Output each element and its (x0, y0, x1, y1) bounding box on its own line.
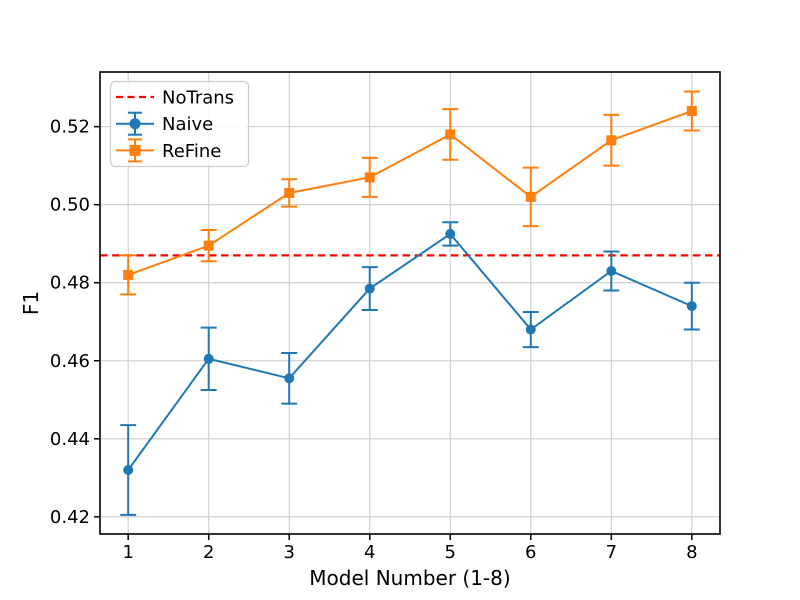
x-tick-label: 5 (445, 542, 456, 563)
x-tick-label: 4 (364, 542, 375, 563)
refine-series (120, 90, 700, 296)
legend-label: NoTrans (162, 88, 234, 109)
y-tick-label: 0.42 (50, 507, 90, 528)
legend-item-notrans: NoTrans (116, 88, 234, 109)
x-axis-label: Model Number (1-8) (309, 566, 510, 590)
legend-box (109, 80, 250, 168)
x-tick-label: 6 (525, 542, 536, 563)
refine-point (284, 187, 295, 198)
refine-point (123, 269, 134, 280)
legend-label: ReFine (162, 141, 221, 162)
grid-layer (100, 72, 720, 534)
y-axis-label: F1 (19, 291, 43, 315)
naive-point (203, 353, 214, 364)
naive-point (123, 465, 134, 476)
x-tick-label: 8 (686, 542, 697, 563)
legend-marker-circle (129, 118, 141, 130)
refine-point (525, 191, 536, 202)
legend-marker-square (129, 144, 141, 156)
y-tick-label: 0.48 (50, 273, 90, 294)
naive-point (364, 283, 375, 294)
refine-line (127, 110, 693, 276)
refine-point (445, 129, 456, 140)
legend-label: Naive (162, 114, 213, 135)
legend-item-naive: Naive (116, 111, 213, 136)
refine-point (203, 240, 214, 251)
refine-point (606, 135, 617, 146)
naive-point (445, 228, 456, 239)
x-tick-label: 1 (122, 542, 133, 563)
plot-border (99, 71, 721, 535)
x-tick-label: 3 (283, 542, 294, 563)
naive-point (606, 266, 617, 277)
y-tick-label: 0.46 (50, 351, 90, 372)
naive-line (127, 232, 693, 471)
y-tick-label: 0.50 (50, 195, 90, 216)
y-tick-label: 0.52 (50, 117, 90, 138)
refine-point (364, 172, 375, 183)
legend: NoTrans Naive ReFine (109, 80, 250, 168)
naive-point (525, 324, 536, 335)
y-tick-label: 0.44 (50, 429, 90, 450)
refine-point (686, 106, 697, 117)
naive-series (120, 221, 700, 516)
x-tick-label: 7 (606, 542, 617, 563)
tick-layer: 1 2 3 4 5 6 7 8 0.42 0.44 0.46 0.48 0.50 0.52 (50, 117, 698, 563)
x-tick-label: 2 (203, 542, 214, 563)
naive-point (284, 373, 295, 384)
legend-item-refine: ReFine (116, 138, 221, 163)
series-layer (120, 90, 700, 516)
naive-point (686, 301, 697, 312)
